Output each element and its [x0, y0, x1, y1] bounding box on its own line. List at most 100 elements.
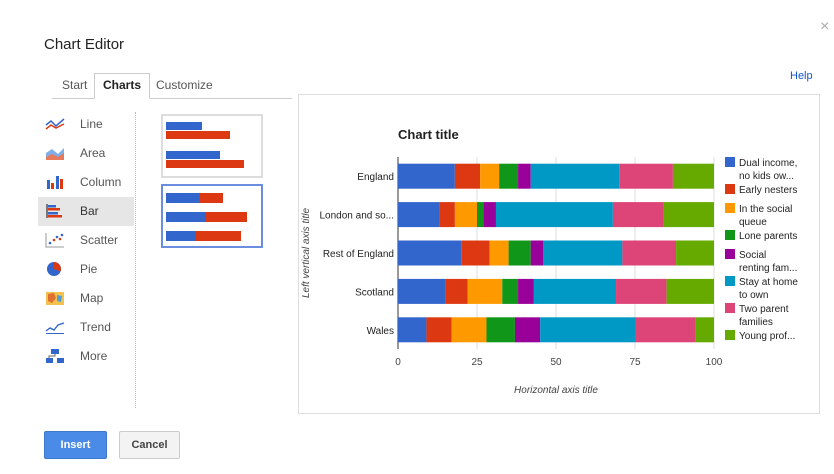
bar-segment [672, 163, 714, 189]
bar-segment [483, 202, 496, 228]
chart-type-area[interactable]: Area [38, 139, 134, 168]
chart-type-label: More [80, 349, 108, 363]
thumbnail-bar [166, 151, 220, 159]
chart-type-label: Line [80, 117, 103, 131]
more-charts-icon [46, 349, 64, 363]
bar-segment [461, 240, 490, 266]
chart-type-map[interactable]: Map [38, 284, 134, 313]
legend-swatch [725, 157, 735, 167]
bar-segment [445, 278, 468, 304]
help-link[interactable]: Help [790, 70, 813, 82]
chart-type-label: Pie [80, 262, 98, 276]
trend-chart-icon [45, 322, 65, 334]
bar-segment [622, 240, 677, 266]
bar-segment [398, 278, 446, 304]
thumbnail-bar [166, 160, 244, 168]
legend-label: renting fam... [739, 263, 797, 274]
bar-series [398, 163, 714, 343]
thumbnail-bar [196, 231, 241, 241]
chart-type-more[interactable]: More [38, 342, 134, 371]
cancel-button[interactable]: Cancel [119, 431, 180, 459]
category-labels: England London and so... Rest of England Sc… [319, 172, 394, 337]
bar-segment [514, 317, 541, 343]
thumbnail-bar [166, 122, 202, 130]
thumbnail-bar [166, 212, 206, 222]
tab-charts[interactable]: Charts [94, 73, 151, 99]
bar-segment [518, 163, 531, 189]
y-axis-title: Left vertical axis title [301, 208, 312, 298]
bar-segment [480, 163, 500, 189]
bar-segment [398, 202, 440, 228]
chart-type-pie[interactable]: Pie [38, 255, 134, 284]
bar-segment [499, 163, 519, 189]
chart-type-line[interactable]: Line [38, 110, 134, 139]
bar-segment [486, 317, 515, 343]
legend-swatch [725, 303, 735, 313]
thumbnail-bar [199, 193, 223, 203]
editor-tabs: Start Charts Customize [52, 73, 292, 99]
bar-segment [495, 202, 613, 228]
tab-customize[interactable]: Customize [156, 78, 213, 92]
legend-label: Dual income, [739, 158, 797, 169]
legend-swatch [725, 249, 735, 259]
tab-start[interactable]: Start [62, 78, 88, 92]
legend: Dual income, no kids ow... Early nesters In… [725, 157, 798, 342]
bar-segment [533, 278, 617, 304]
bar-style-grouped-thumbnail[interactable] [161, 114, 263, 178]
insert-button[interactable]: Insert [44, 431, 107, 459]
x-tick-label: 100 [706, 357, 723, 368]
bar-segment [530, 163, 620, 189]
legend-label: families [739, 317, 773, 328]
chart-type-trend[interactable]: Trend [38, 313, 134, 342]
bar-segment [676, 240, 714, 266]
bar-segment [398, 317, 427, 343]
bar-segment [619, 163, 673, 189]
chart-type-scatter[interactable]: Scatter [38, 226, 134, 255]
x-tick-labels: 0 25 50 75 100 [395, 357, 723, 368]
legend-label: In the social [739, 204, 792, 215]
legend-swatch [725, 230, 735, 240]
bar-segment [616, 278, 667, 304]
bar-segment [398, 240, 462, 266]
legend-label: Lone parents [739, 231, 797, 242]
scatter-chart-icon [45, 233, 64, 248]
chart-type-label: Map [80, 291, 104, 305]
chart-type-list: Line Area Column Bar [38, 110, 134, 371]
category-label: Scotland [355, 287, 394, 298]
bar-segment [543, 240, 623, 266]
bar-segment [502, 278, 519, 304]
chart-type-label: Scatter [80, 233, 119, 247]
thumbnail-bar [166, 231, 196, 241]
map-chart-icon [46, 292, 64, 305]
thumbnail-bar [166, 131, 230, 139]
bar-segment [663, 202, 714, 228]
chart-type-label: Bar [80, 204, 99, 218]
chart-type-label: Area [80, 146, 106, 160]
legend-label: Social [739, 250, 766, 261]
x-tick-label: 0 [395, 357, 401, 368]
column-chart-icon [47, 176, 63, 189]
bar-segment [540, 317, 635, 343]
category-label: Rest of England [323, 249, 394, 260]
bar-style-stacked-thumbnail[interactable] [161, 184, 263, 248]
dialog-title: Chart Editor [44, 36, 125, 53]
chart-preview: Chart title Left vertical axis title Hor… [298, 94, 820, 414]
stacked-bar-chart: Chart title Left vertical axis title Hor… [301, 127, 798, 396]
thumbnail-bar [206, 212, 247, 222]
legend-label: queue [739, 217, 767, 228]
bar-segment [467, 278, 503, 304]
category-label: Wales [367, 326, 394, 337]
category-label: London and so... [319, 211, 394, 222]
legend-swatch [725, 276, 735, 286]
category-label: England [357, 172, 394, 183]
bar-segment [454, 202, 477, 228]
legend-swatch [725, 330, 735, 340]
chart-type-bar[interactable]: Bar [38, 197, 134, 226]
chart-type-column[interactable]: Column [38, 168, 134, 197]
legend-swatch [725, 184, 735, 194]
bar-segment [518, 278, 534, 304]
legend-label: Young prof... [739, 331, 795, 342]
bar-segment [398, 163, 455, 189]
close-icon[interactable]: × [820, 18, 830, 35]
sidebar-divider [135, 112, 136, 408]
